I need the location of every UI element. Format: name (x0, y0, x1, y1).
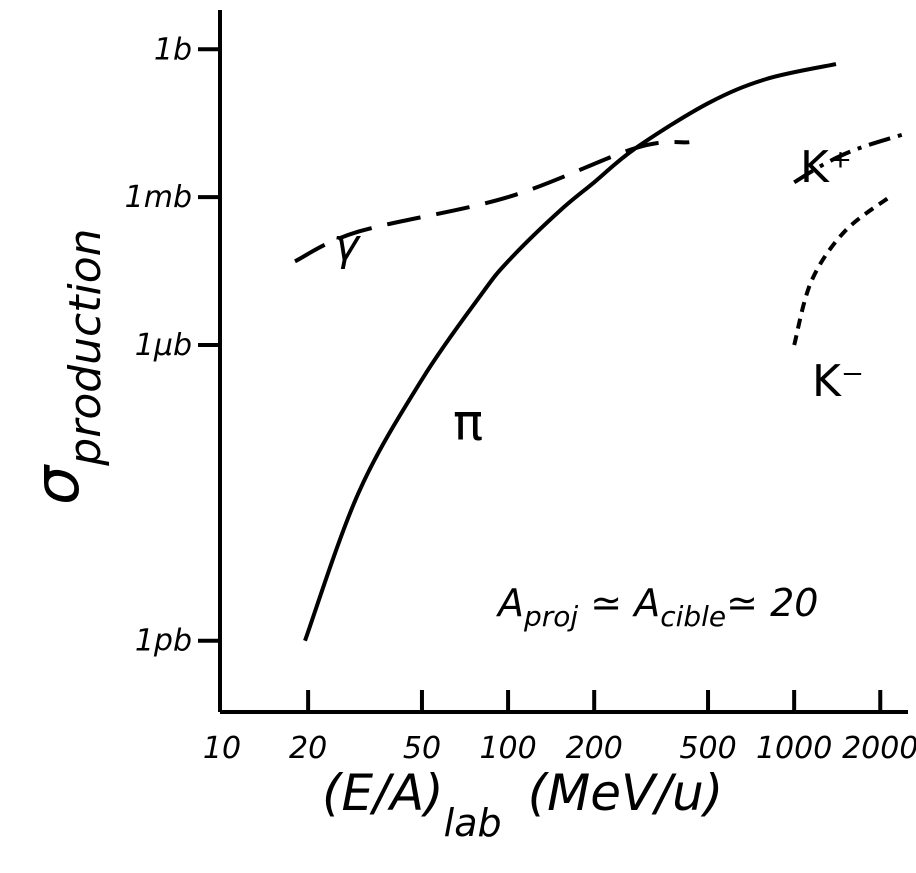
series-curve-short-dash (792, 195, 891, 346)
y-axis-title-sub: production (60, 228, 111, 466)
y-tick-label: 1μb (135, 328, 192, 363)
x-axis-title-main: (E/A) (322, 764, 444, 822)
x-tick-label: 20 (289, 731, 327, 766)
x-axis-title: (E/A)lab (MeV/u) (322, 764, 723, 845)
x-tick-label: 500 (679, 731, 736, 766)
x-tick-label: 50 (403, 731, 441, 766)
x-tick-label: 10 (203, 731, 241, 766)
x-tick-label: 2000 (842, 731, 916, 766)
y-ticks: 1pb 1μb 1mb 1b (125, 32, 220, 659)
annotation-sub-proj: proj (523, 600, 578, 633)
annotation-sub-cible: cible (660, 600, 726, 633)
annotation-approx-2: ≃ 20 (726, 581, 818, 625)
kminus-label: K⁻ (812, 356, 864, 407)
x-axis-title-unit: (MeV/u) (528, 764, 724, 822)
series-curve-dashed (294, 139, 690, 264)
kplus-label: K⁺ (800, 142, 852, 193)
annotation-a-proj: A (495, 581, 524, 625)
series-curve-dash-dot (793, 131, 909, 185)
svg-text:σproduction: σproduction (20, 228, 111, 505)
annotation-a-cible: A (631, 581, 660, 625)
y-axis-title-main: σ (20, 464, 93, 505)
y-axis-title: σproduction (20, 228, 111, 505)
x-ticks: 10 20 50 100 200 500 1000 2000 (203, 690, 916, 766)
x-tick-label: 200 (566, 731, 623, 766)
series-group (294, 62, 909, 642)
x-axis-title-sub: lab (444, 801, 502, 845)
annotation-approx-1: ≃ (578, 581, 634, 625)
gamma-label: γ (333, 220, 361, 271)
series-curve-solid (303, 62, 837, 642)
system-annotation: Aproj ≃ Acible≃ 20 (495, 581, 818, 633)
x-tick-label: 100 (479, 731, 536, 766)
pi-label: π (453, 394, 483, 452)
y-tick-label: 1pb (135, 624, 192, 659)
y-tick-label: 1mb (125, 180, 192, 215)
x-tick-label: 1000 (756, 731, 832, 766)
y-tick-label: 1b (154, 32, 192, 67)
